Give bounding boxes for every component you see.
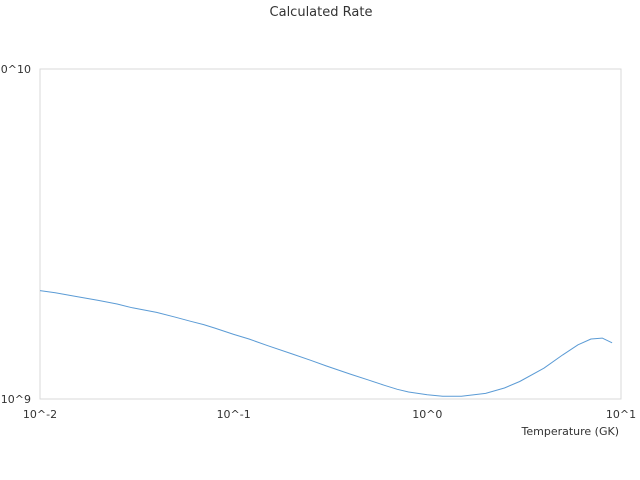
series-line xyxy=(39,290,613,397)
y-tick-label: 10^9 xyxy=(1,393,31,406)
x-tick-label: 10^0 xyxy=(412,408,442,421)
series-lines xyxy=(39,290,613,397)
x-axis-label: Temperature (GK) xyxy=(521,425,620,438)
y-axis-ticks: 10^9 10^10 xyxy=(0,63,31,406)
chart-title: Calculated Rate xyxy=(270,5,373,20)
x-tick-label: 10^1 xyxy=(606,408,636,421)
y-tick-label: 10^10 xyxy=(0,63,31,76)
x-tick-label: 10^-1 xyxy=(217,408,251,421)
x-axis-ticks: 10^-2 10^-1 10^0 10^1 xyxy=(23,408,636,421)
plot-area-border xyxy=(39,68,622,400)
x-tick-label: 10^-2 xyxy=(23,408,57,421)
